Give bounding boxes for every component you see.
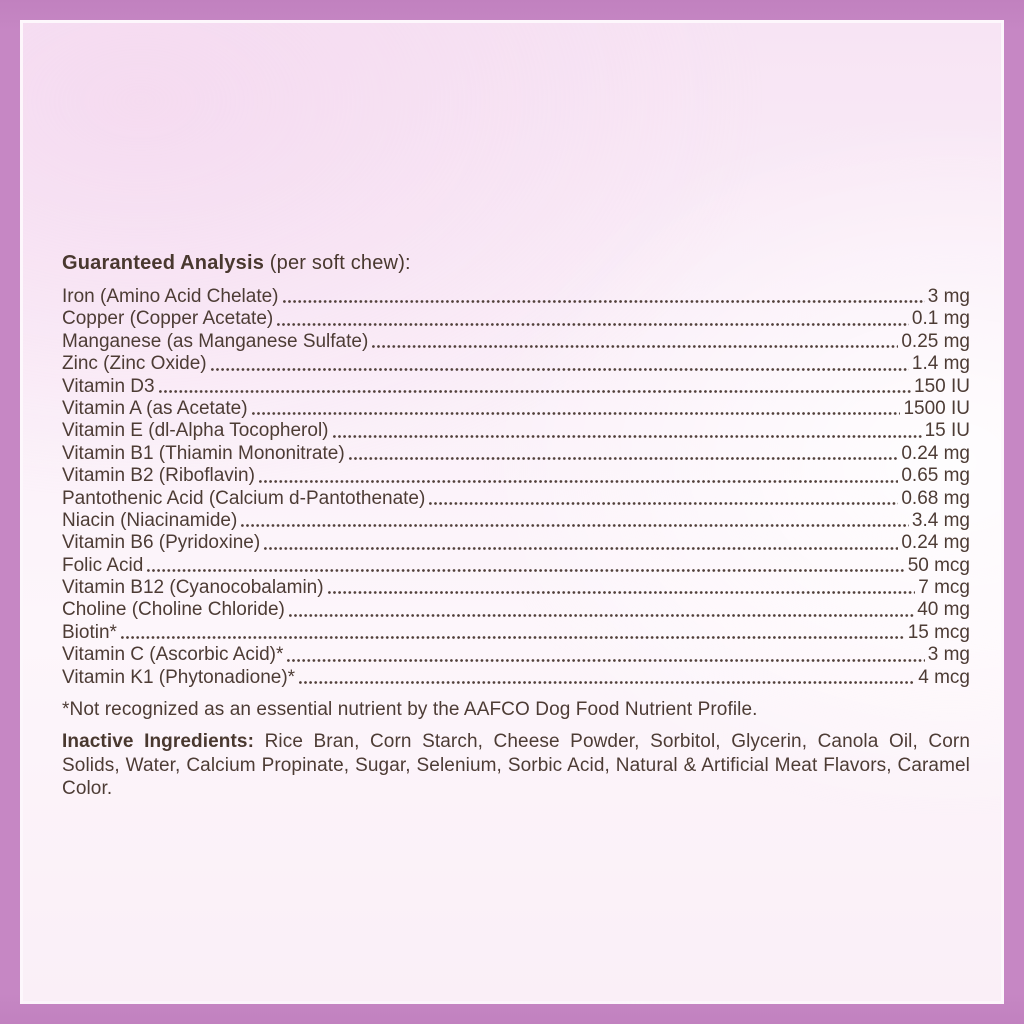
dot-leader [327, 591, 916, 595]
dot-leader [332, 434, 922, 438]
dot-leader [210, 367, 909, 371]
guaranteed-analysis-heading: Guaranteed Analysis (per soft chew): [62, 252, 970, 275]
nutrient-value: 3 mg [927, 286, 970, 307]
supplement-facts-panel: Guaranteed Analysis (per soft chew): Iro… [62, 252, 970, 801]
nutrient-name: Vitamin D3 [62, 375, 155, 397]
analysis-row: Vitamin D3 150 IU [62, 376, 970, 398]
nutrient-value: 0.25 mg [901, 330, 970, 352]
nutrient-name: Vitamin A (as Acetate) [62, 397, 248, 419]
nutrient-value: 4 mcg [918, 666, 970, 688]
analysis-row: Vitamin C (Ascorbic Acid)* 3 mg [62, 644, 970, 666]
nutrient-name: Vitamin B1 (Thiamin Mononitrate) [62, 442, 345, 464]
nutrient-name: Vitamin E (dl-Alpha Tocopherol) [62, 420, 329, 442]
analysis-row: Choline (Choline Chloride) 40 mg [62, 599, 970, 621]
analysis-row: Manganese (as Manganese Sulfate) 0.25 mg [62, 331, 970, 353]
nutrient-name: Biotin* [62, 621, 117, 643]
dot-leader [277, 322, 909, 326]
dot-leader [429, 501, 899, 505]
guaranteed-analysis-title: Guaranteed Analysis [62, 252, 265, 274]
nutrient-name: Vitamin B12 (Cyanocobalamin) [62, 577, 324, 599]
dot-leader [147, 569, 905, 573]
per-soft-chew-note: (per soft chew): [269, 252, 411, 274]
dot-leader [282, 300, 925, 304]
dot-leader [287, 658, 925, 662]
analysis-row: Vitamin B12 (Cyanocobalamin) 7 mcg [62, 577, 970, 599]
nutrient-value: 3.4 mg [911, 509, 970, 531]
analysis-table: Iron (Amino Acid Chelate) 3 mg Copper (C… [62, 286, 970, 689]
nutrient-value: 0.24 mg [901, 442, 970, 464]
nutrient-value: 1.4 mg [911, 353, 970, 375]
nutrient-name: Iron (Amino Acid Chelate) [62, 286, 279, 307]
nutrient-value: 15 mcg [907, 621, 970, 643]
analysis-row: Biotin* 15 mcg [62, 622, 970, 644]
analysis-row: Zinc (Zinc Oxide) 1.4 mg [62, 353, 970, 375]
nutrient-name: Niacin (Niacinamide) [62, 509, 238, 531]
dot-leader [299, 681, 916, 685]
analysis-row: Iron (Amino Acid Chelate) 3 mg [62, 286, 970, 308]
dot-leader [158, 389, 912, 393]
dot-leader [258, 479, 899, 483]
analysis-row: Vitamin A (as Acetate) 1500 IU [62, 398, 970, 420]
analysis-row: Vitamin K1 (Phytonadione)* 4 mcg [62, 667, 970, 689]
nutrient-name: Choline (Choline Chloride) [62, 599, 285, 621]
dot-leader [348, 457, 899, 461]
nutrient-value: 50 mcg [907, 554, 970, 576]
dot-leader [264, 546, 899, 550]
analysis-row: Vitamin E (dl-Alpha Tocopherol) 15 IU [62, 420, 970, 442]
analysis-row: Vitamin B2 (Riboflavin) 0.65 mg [62, 465, 970, 487]
label-background [20, 20, 1004, 1004]
nutrient-name: Vitamin C (Ascorbic Acid)* [62, 644, 284, 666]
dot-leader [241, 524, 909, 528]
nutrient-name: Pantothenic Acid (Calcium d-Pantothenate… [62, 487, 426, 509]
inactive-ingredients-list: Rice Bran, Corn Starch, Cheese Powder, S… [62, 731, 970, 800]
dot-leader [288, 613, 915, 617]
nutrient-name: Vitamin B6 (Pyridoxine) [62, 532, 261, 554]
analysis-row: Vitamin B1 (Thiamin Mononitrate) 0.24 mg [62, 443, 970, 465]
dot-leader [120, 636, 905, 640]
nutrient-value: 150 IU [914, 375, 970, 397]
nutrient-value: 0.1 mg [911, 308, 970, 330]
nutrient-name: Manganese (as Manganese Sulfate) [62, 330, 369, 352]
nutrient-value: 0.65 mg [901, 465, 970, 487]
nutrient-name: Zinc (Zinc Oxide) [62, 353, 207, 375]
inactive-ingredients-heading: Inactive Ingredients: [62, 731, 255, 753]
nutrient-value: 3 mg [927, 644, 970, 666]
nutrient-value: 15 IU [924, 420, 970, 442]
nutrient-name: Copper (Copper Acetate) [62, 308, 274, 330]
nutrient-value: 0.24 mg [901, 532, 970, 554]
dot-leader [372, 345, 899, 349]
analysis-row: Niacin (Niacinamide) 3.4 mg [62, 510, 970, 532]
dot-leader [251, 412, 901, 416]
nutrient-name: Vitamin K1 (Phytonadione)* [62, 666, 296, 688]
analysis-row: Folic Acid 50 mcg [62, 555, 970, 577]
nutrient-value: 7 mcg [918, 577, 970, 599]
aafco-footnote: *Not recognized as an essential nutrient… [62, 699, 758, 721]
analysis-row: Vitamin B6 (Pyridoxine) 0.24 mg [62, 532, 970, 554]
nutrient-value: 1500 IU [903, 397, 970, 419]
nutrient-name: Folic Acid [62, 554, 144, 576]
nutrient-name: Vitamin B2 (Riboflavin) [62, 465, 255, 487]
analysis-row: Copper (Copper Acetate) 0.1 mg [62, 308, 970, 330]
inactive-ingredients: Inactive Ingredients: Rice Bran, Corn St… [62, 730, 970, 801]
nutrient-value: 0.68 mg [901, 487, 970, 509]
analysis-row: Pantothenic Acid (Calcium d-Pantothenate… [62, 488, 970, 510]
nutrient-value: 40 mg [917, 599, 970, 621]
